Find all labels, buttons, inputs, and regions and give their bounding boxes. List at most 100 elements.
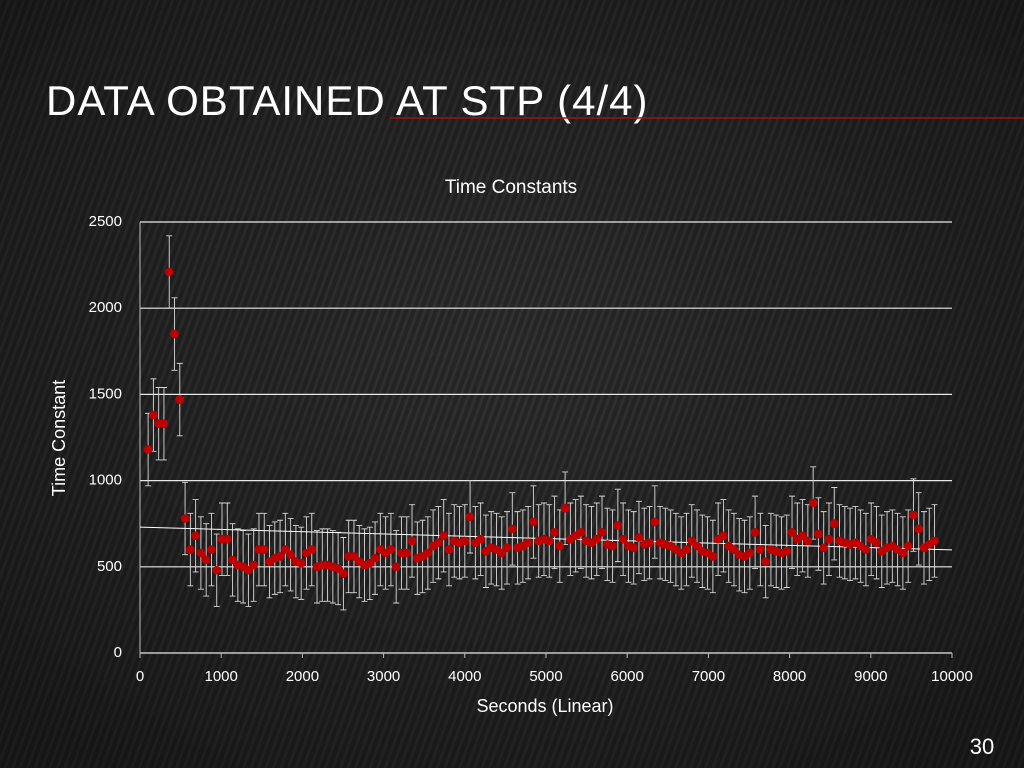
data-point <box>423 548 433 558</box>
data-point <box>903 541 913 551</box>
data-point <box>186 545 195 554</box>
data-point <box>692 541 702 551</box>
data-point <box>808 498 818 508</box>
data-point <box>365 559 375 568</box>
data-point <box>296 559 306 568</box>
page-number: 30 <box>970 734 994 759</box>
data-point <box>592 534 602 544</box>
slide-title: DATA OBTAINED AT STP (4/4) <box>46 77 648 124</box>
x-tick-label: 4000 <box>448 668 481 685</box>
data-point <box>909 510 918 520</box>
data-point <box>207 545 216 554</box>
data-point <box>370 553 380 563</box>
data-point <box>803 536 813 546</box>
data-point <box>824 534 834 544</box>
data-point <box>497 548 507 558</box>
data-point <box>386 545 396 554</box>
data-point <box>391 562 401 572</box>
data-point <box>149 410 158 420</box>
data-point <box>502 543 512 553</box>
x-axis-label: Seconds (Linear) <box>476 696 613 716</box>
data-point <box>787 528 797 537</box>
data-point <box>180 514 190 523</box>
data-point <box>682 545 691 554</box>
data-point <box>930 536 939 546</box>
data-point <box>529 517 538 527</box>
data-point <box>914 524 924 534</box>
data-point <box>201 555 211 565</box>
data-point <box>407 536 417 546</box>
data-point <box>898 548 908 558</box>
data-point <box>629 543 638 553</box>
x-tick-label: 0 <box>136 668 144 685</box>
x-tick-label: 5000 <box>529 668 562 685</box>
x-tick-label: 7000 <box>692 668 725 685</box>
y-tick-label: 0 <box>114 644 122 661</box>
data-point <box>175 395 185 404</box>
y-tick-label: 2500 <box>89 213 122 230</box>
data-point <box>159 419 169 429</box>
data-point <box>349 552 359 561</box>
data-point <box>286 550 295 560</box>
x-tick-label: 1000 <box>205 668 238 685</box>
data-point <box>333 564 343 573</box>
y-tick-label: 1500 <box>89 385 122 402</box>
data-point <box>819 543 829 553</box>
data-point <box>444 545 454 554</box>
data-point <box>244 565 253 575</box>
data-point <box>872 538 881 547</box>
data-point <box>814 529 823 539</box>
y-tick-label: 2000 <box>89 299 122 316</box>
y-tick-label: 1000 <box>89 472 122 489</box>
data-point <box>560 503 570 513</box>
y-axis-label: Time Constant <box>49 380 69 496</box>
x-tick-label: 9000 <box>854 668 887 685</box>
data-point <box>613 521 623 530</box>
data-point <box>687 536 697 546</box>
data-point <box>798 531 807 541</box>
data-point <box>729 545 739 554</box>
x-tick-label: 8000 <box>773 668 806 685</box>
data-point <box>460 536 470 546</box>
data-point <box>339 569 348 578</box>
data-point <box>544 536 554 546</box>
data-point <box>576 528 586 537</box>
x-tick-label: 10000 <box>931 668 973 685</box>
data-point <box>402 548 412 558</box>
data-point <box>829 519 839 528</box>
data-point <box>756 545 765 554</box>
data-point <box>761 557 770 566</box>
x-tick-label: 6000 <box>611 668 644 685</box>
data-point <box>650 517 660 527</box>
data-point <box>164 267 174 277</box>
data-point <box>508 524 517 534</box>
data-point <box>719 531 728 541</box>
data-point <box>222 534 232 544</box>
data-point <box>634 533 644 542</box>
data-point <box>212 565 222 575</box>
data-point <box>434 538 443 547</box>
data-point <box>170 329 179 339</box>
data-point <box>439 531 448 541</box>
data-point <box>745 548 755 558</box>
x-tick-label: 3000 <box>367 668 400 685</box>
data-point <box>645 538 654 547</box>
data-point <box>143 445 153 454</box>
data-point <box>281 545 290 554</box>
data-point <box>259 545 269 554</box>
data-point <box>708 552 718 561</box>
data-point <box>191 531 200 541</box>
chart-title: Time Constants <box>445 177 577 198</box>
data-point <box>476 534 485 544</box>
data-point <box>275 552 285 561</box>
data-point <box>750 528 760 537</box>
y-tick-label: 500 <box>97 558 122 575</box>
data-point <box>550 528 559 537</box>
data-point <box>228 555 237 565</box>
data-point <box>597 528 607 537</box>
data-point <box>782 546 792 556</box>
data-point <box>608 541 617 551</box>
